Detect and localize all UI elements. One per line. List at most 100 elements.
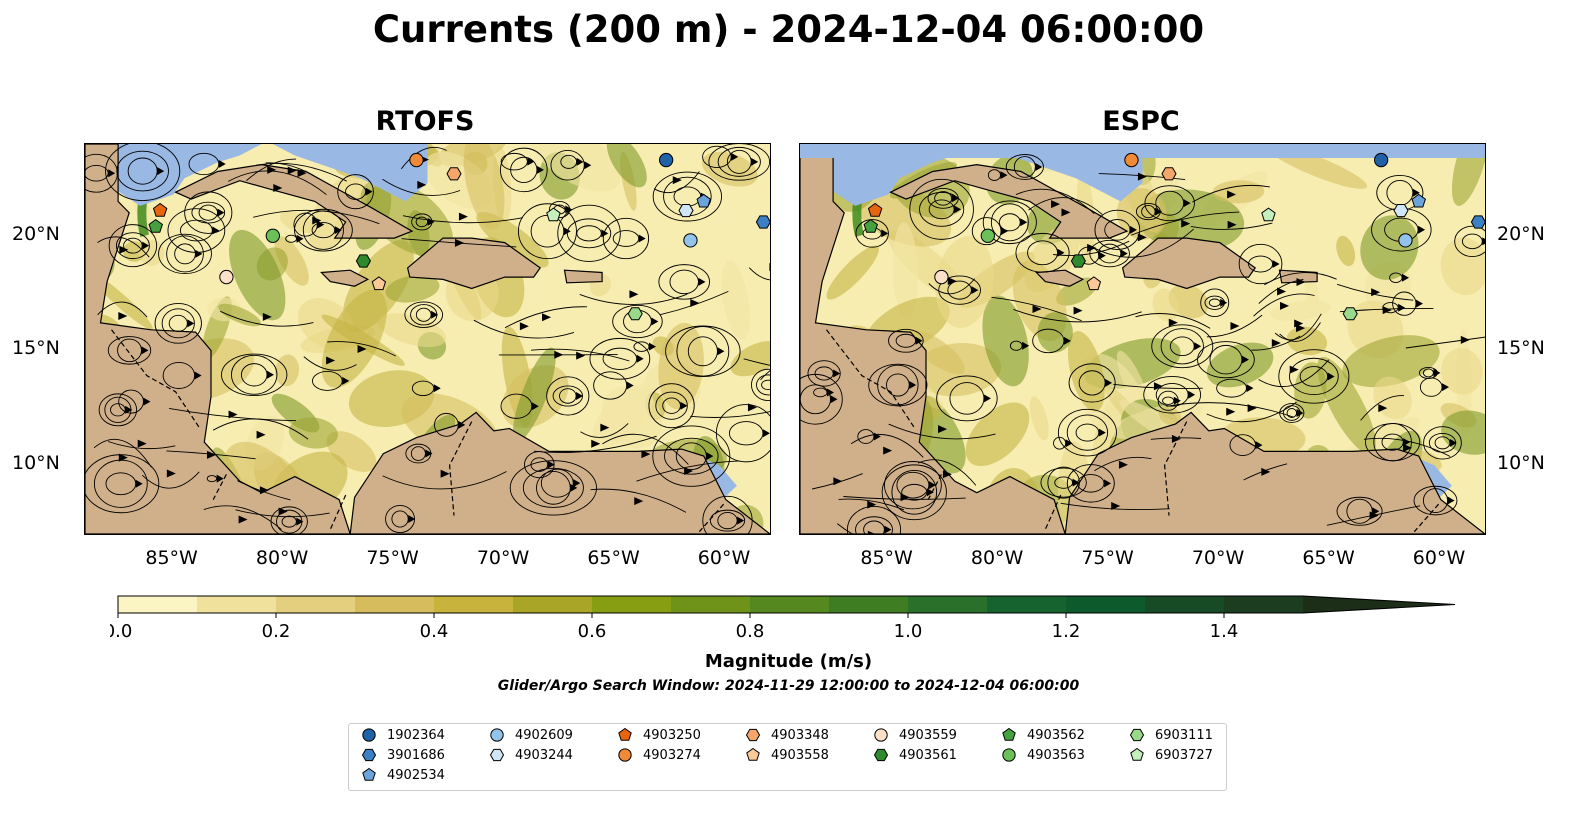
lat-tick-label: 10°N: [12, 452, 60, 475]
streamline: [579, 293, 688, 305]
streamline-arrow: [1022, 341, 1030, 350]
legend-label: 4903558: [771, 747, 829, 763]
streamline: [97, 236, 150, 258]
streamline: [1027, 240, 1058, 266]
streamline: [1419, 377, 1443, 397]
country-border: [448, 421, 473, 516]
legend-marker: [1130, 747, 1144, 761]
speed-contour: [1286, 326, 1328, 356]
streamline: [1208, 298, 1221, 307]
streamline-arrow: [531, 402, 539, 411]
streamline-arrow: [118, 311, 128, 320]
streamline: [807, 360, 841, 387]
streamline-arrow: [1020, 218, 1028, 227]
colorbar-bin: [1224, 596, 1304, 613]
colorbar-bin: [829, 596, 909, 613]
streamline-arrow: [883, 446, 893, 455]
streamline: [648, 383, 695, 429]
streamline-arrow: [1289, 365, 1299, 374]
map-panel-espc: [799, 143, 1486, 535]
streamline-arrow: [565, 205, 573, 214]
legend-marker: [618, 748, 632, 762]
streamline: [1363, 437, 1451, 457]
speed-contour: [218, 303, 261, 327]
legend-marker: [618, 727, 632, 741]
streamline-arrow: [591, 439, 601, 448]
colorbar-tick-label: 0.2: [262, 621, 291, 642]
legend-item-1902364: 1902364: [361, 727, 445, 743]
streamline: [1413, 485, 1458, 516]
streamline-arrow: [751, 157, 759, 166]
streamline: [636, 460, 740, 482]
streamline: [756, 374, 770, 396]
streamline-arrow: [125, 405, 133, 414]
legend-marker: [362, 728, 376, 742]
speed-contour: [385, 275, 440, 303]
streamline: [1264, 272, 1337, 286]
streamline-arrow: [1460, 335, 1470, 344]
streamline: [93, 438, 152, 468]
streamline: [1216, 378, 1247, 398]
streamline-arrow: [1105, 378, 1113, 387]
speed-contour: [1270, 300, 1331, 322]
legend-item-4903561: 4903561: [873, 747, 957, 763]
streamline: [517, 203, 577, 260]
streamline: [1279, 322, 1321, 342]
speed-contour: [1056, 277, 1097, 306]
streamline-arrow: [947, 277, 957, 286]
streamline-arrow: [287, 166, 297, 175]
legend-item-4903348: 4903348: [745, 727, 829, 743]
streamline: [589, 337, 651, 380]
streamline-arrow: [256, 430, 266, 439]
colorbar-tick-label: 0.8: [736, 621, 765, 642]
streamline-arrow: [195, 249, 203, 258]
streamline: [117, 338, 142, 363]
colorbar-tick-label: 0.6: [578, 621, 607, 642]
colorbar-extend: [1303, 596, 1455, 613]
float-marker-4902609: [1398, 233, 1413, 248]
streamline: [1054, 476, 1073, 489]
legend-label: 4903563: [1027, 747, 1085, 763]
streamline: [1015, 232, 1070, 273]
streamline-arrow: [1120, 249, 1128, 258]
streamline: [602, 217, 650, 260]
streamline-arrow: [142, 241, 150, 250]
legend-label: 4903274: [643, 747, 701, 763]
colorbar-tick-label: 0.4: [420, 621, 449, 642]
streamline: [221, 353, 288, 396]
streamline: [253, 209, 380, 225]
map-svg-rtofs: [85, 144, 770, 534]
float-marker-4903563: [980, 228, 995, 243]
streamline-arrow: [266, 370, 274, 379]
streamline-arrow: [334, 226, 342, 235]
speed-contour: [1441, 348, 1483, 395]
streamline: [220, 310, 314, 327]
legend-marker: [874, 728, 888, 742]
legend-label: 4903348: [771, 727, 829, 743]
land: [1121, 237, 1257, 290]
streamline-arrow: [454, 238, 464, 247]
streamline-arrow: [1382, 306, 1392, 315]
speed-contour: [288, 417, 338, 449]
streamline: [345, 183, 367, 200]
streamline: [800, 384, 831, 415]
streamline-arrow: [634, 497, 644, 506]
streamline-arrow: [194, 371, 202, 380]
streamline-arrow: [1073, 306, 1083, 315]
legend-item-4903274: 4903274: [617, 747, 701, 763]
streamline: [303, 356, 357, 371]
streamline: [256, 162, 348, 182]
streamline: [717, 146, 761, 177]
streamline: [1365, 423, 1421, 462]
streamline: [917, 459, 977, 486]
legend-item-4903244: 4903244: [489, 747, 573, 763]
legend-marker: [746, 747, 760, 761]
streamline-arrow: [573, 479, 581, 488]
lat-tick-label: 15°N: [1497, 337, 1545, 360]
streamline-arrow: [833, 369, 841, 378]
streamline: [400, 146, 447, 170]
land: [1035, 269, 1085, 287]
streamline-arrow: [143, 397, 151, 406]
streamline-arrow: [1296, 409, 1304, 418]
streamline: [107, 441, 176, 450]
